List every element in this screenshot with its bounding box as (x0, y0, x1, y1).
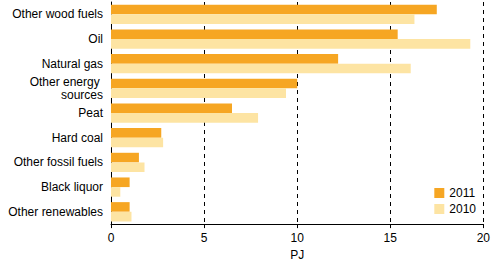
svg-text:Other energy: Other energy (30, 75, 103, 89)
svg-text:20: 20 (477, 231, 491, 245)
svg-text:Other fossil fuels: Other fossil fuels (14, 155, 103, 169)
svg-text:0: 0 (108, 231, 115, 245)
svg-text:2011: 2011 (449, 186, 475, 200)
svg-text:5: 5 (201, 231, 208, 245)
svg-text:Natural gas: Natural gas (42, 57, 103, 71)
svg-text:Other wood fuels: Other wood fuels (12, 7, 103, 21)
svg-text:sources: sources (61, 88, 103, 102)
svg-text:15: 15 (384, 231, 398, 245)
svg-text:Peat: Peat (78, 106, 103, 120)
svg-text:10: 10 (290, 231, 304, 245)
svg-text:Oil: Oil (88, 32, 103, 46)
svg-text:2010: 2010 (449, 202, 476, 216)
svg-text:Other renewables: Other renewables (8, 205, 103, 219)
svg-text:Black liquor: Black liquor (41, 180, 103, 194)
svg-text:Hard coal: Hard coal (52, 131, 103, 145)
svg-text:PJ: PJ (290, 248, 304, 262)
